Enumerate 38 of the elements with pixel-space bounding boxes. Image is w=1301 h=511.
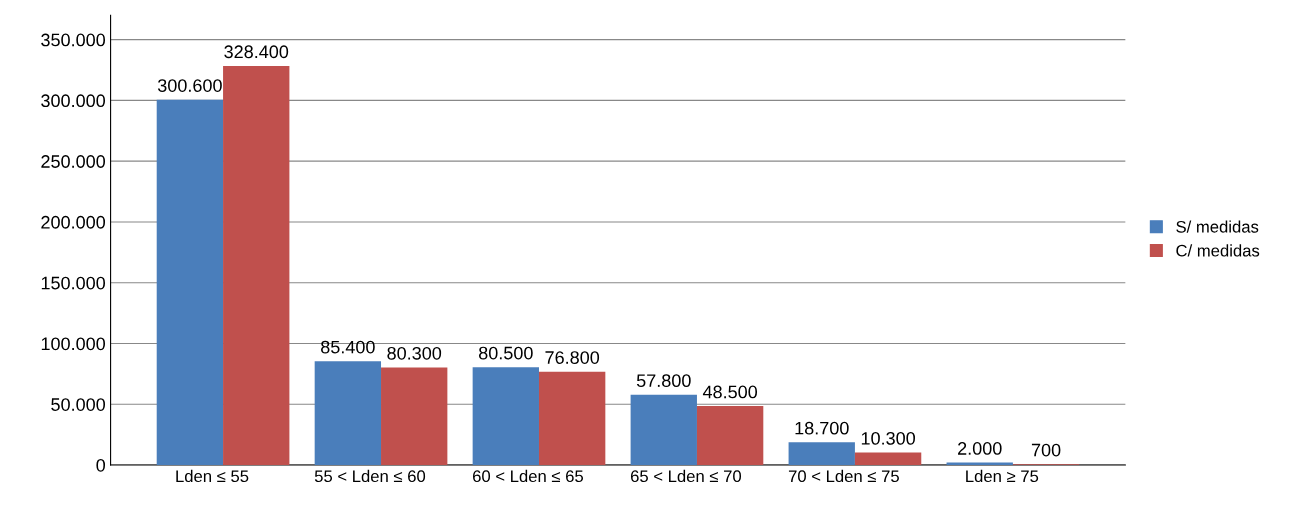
y-tick-label: 300.000 — [41, 94, 106, 108]
y-tick-label: 0 — [96, 458, 106, 472]
data-label: 85.400 — [321, 340, 375, 354]
x-tick-label: Lden ≤ 55 — [176, 469, 249, 483]
y-tick-label: 350.000 — [41, 33, 106, 47]
data-label: 328.400 — [224, 45, 289, 59]
bar — [788, 442, 855, 466]
bar — [854, 452, 922, 466]
data-label: 10.300 — [861, 431, 916, 445]
y-tick-label: 250.000 — [41, 155, 106, 168]
data-label: 18.700 — [795, 421, 849, 435]
x-tick-label: 70 < Lden ≤ 75 — [788, 469, 899, 483]
data-label: 76.800 — [545, 351, 600, 364]
bar — [381, 367, 448, 466]
y-tick-label: 150.000 — [41, 276, 106, 290]
x-tick-label: 65 < Lden ≤ 70 — [630, 469, 742, 483]
legend-label: C/ medidas — [1176, 244, 1260, 257]
y-tick-label: 200.000 — [41, 215, 106, 229]
y-tick-label: 50.000 — [51, 398, 106, 411]
data-label: 48.500 — [702, 385, 758, 399]
legend-label: S/ medidas — [1176, 220, 1259, 233]
data-label: 300.600 — [157, 79, 222, 92]
bar — [696, 406, 764, 466]
x-tick-label: Lden ≥ 75 — [966, 469, 1039, 483]
bar — [156, 99, 224, 466]
data-label: 80.500 — [478, 346, 533, 360]
data-label: 57.800 — [636, 374, 691, 388]
bar — [538, 371, 606, 466]
bar — [472, 367, 539, 466]
bar — [314, 361, 382, 466]
bar — [223, 65, 290, 466]
x-tick-label: 60 < Lden ≤ 65 — [473, 469, 584, 483]
x-tick-label: 55 < Lden ≤ 60 — [314, 469, 426, 483]
y-tick-label: 100.000 — [41, 337, 106, 351]
data-label: 700 — [1031, 443, 1061, 457]
data-label: 80.300 — [387, 346, 442, 360]
data-label: 2.000 — [958, 442, 1002, 455]
bar — [630, 394, 697, 466]
